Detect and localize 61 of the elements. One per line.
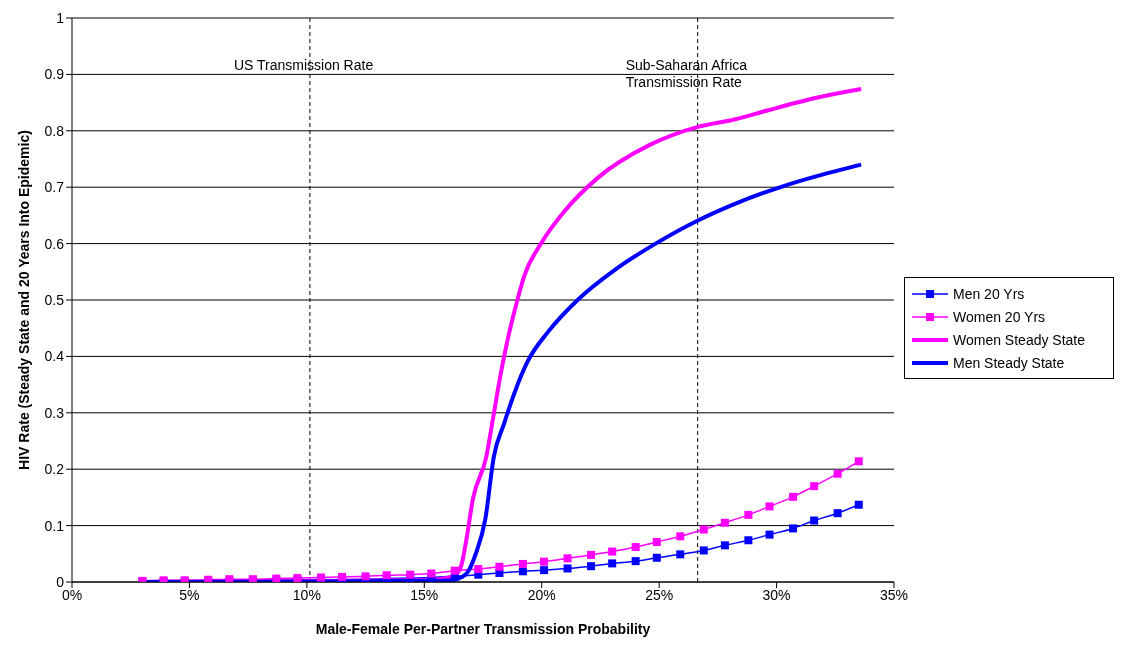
- point: [631, 557, 640, 566]
- ref-line-label: US Transmission Rate: [233, 57, 374, 73]
- point: [406, 570, 415, 579]
- point: [631, 543, 640, 552]
- y-tick-label: 0.9: [44, 66, 65, 83]
- y-tick-label: 0.2: [44, 461, 65, 478]
- point: [652, 553, 661, 562]
- y-tick-label: 0.4: [44, 348, 65, 365]
- point: [699, 525, 708, 534]
- point: [563, 564, 572, 573]
- point: [474, 565, 483, 574]
- point: [720, 518, 729, 527]
- y-tick-label: 0.7: [44, 179, 65, 196]
- x-tick-label: 5%: [179, 586, 200, 603]
- point: [540, 557, 549, 566]
- point: [720, 541, 729, 550]
- point: [789, 492, 798, 501]
- x-tick-label: 25%: [645, 586, 674, 603]
- point: [540, 566, 549, 575]
- point: [810, 482, 819, 491]
- legend-label: Women Steady State: [953, 331, 1086, 348]
- point: [676, 550, 685, 559]
- point: [854, 500, 863, 509]
- y-tick-label: 0.8: [44, 122, 65, 139]
- point: [608, 559, 617, 568]
- point: [833, 469, 842, 478]
- x-tick-label: 10%: [292, 586, 321, 603]
- point: [427, 569, 436, 578]
- point: [744, 536, 753, 545]
- x-tick-label: 15%: [410, 586, 439, 603]
- point: [608, 547, 617, 556]
- point: [652, 537, 661, 546]
- point: [789, 524, 798, 533]
- y-tick-label: 0.5: [44, 291, 65, 308]
- y-tick-label: 1: [56, 9, 65, 26]
- y-tick-label: 0.3: [44, 404, 65, 421]
- point: [854, 457, 863, 466]
- point: [450, 566, 459, 575]
- point: [765, 502, 774, 511]
- point: [587, 562, 596, 571]
- point: [744, 510, 753, 519]
- point: [765, 530, 774, 539]
- point: [676, 532, 685, 541]
- point: [699, 546, 708, 555]
- legend-label: Men Steady State: [953, 354, 1065, 371]
- y-tick-label: 0.6: [44, 235, 65, 252]
- legend-label: Men 20 Yrs: [953, 285, 1025, 302]
- point: [810, 516, 819, 525]
- x-tick-label: 30%: [762, 586, 791, 603]
- point: [833, 509, 842, 518]
- legend-label: Women 20 Yrs: [953, 308, 1046, 325]
- x-tick-label: 35%: [879, 586, 909, 603]
- y-axis-title: HIV Rate (Steady State and 20 Years Into Epidemic): [15, 130, 32, 470]
- point: [518, 559, 527, 568]
- ref-line-label: Sub-Saharan Africa Transmission Rate: [625, 57, 748, 90]
- point: [495, 562, 504, 571]
- x-tick-label: 20%: [527, 586, 556, 603]
- x-axis-title: Male-Female Per-Partner Transmission Probability: [315, 621, 651, 637]
- y-tick-label: 0.1: [44, 517, 65, 534]
- point: [587, 550, 596, 559]
- point: [563, 554, 572, 563]
